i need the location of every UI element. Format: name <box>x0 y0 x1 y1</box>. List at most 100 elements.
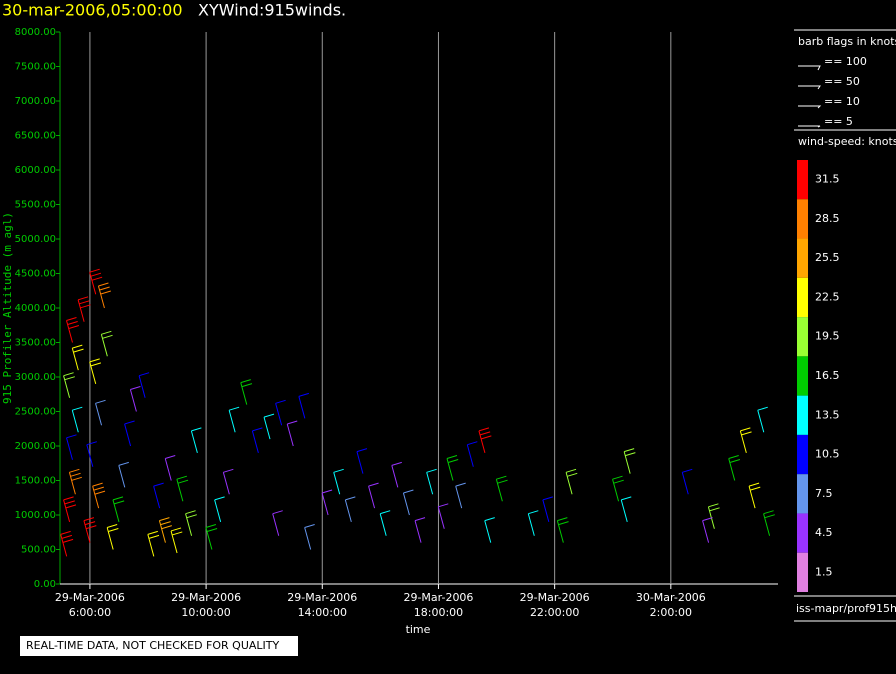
colorbar-label: 19.5 <box>815 330 840 343</box>
wind-barb <box>240 379 253 405</box>
barb-legend-symbol <box>798 65 821 71</box>
wind-barb <box>321 489 333 516</box>
wind-barb <box>466 441 478 467</box>
wind-barb <box>68 468 82 495</box>
wind-barb <box>92 482 106 509</box>
wind-barb <box>402 489 414 516</box>
wind-barb <box>368 482 379 509</box>
wind-barb <box>89 358 102 385</box>
wind-barb <box>176 475 189 502</box>
colorbar-label: 25.5 <box>815 251 840 264</box>
wind-barb <box>446 455 459 481</box>
x-tick-date: 30-Mar-2006 <box>636 591 706 604</box>
wind-barb <box>707 503 720 529</box>
y-tick-label: 6000.00 <box>15 165 56 176</box>
wind-barb <box>739 427 752 454</box>
wind-barb <box>66 434 77 460</box>
colorbar-swatch <box>797 474 808 514</box>
x-tick-date: 29-Mar-2006 <box>520 591 590 604</box>
wind-barb <box>118 461 129 488</box>
wind-barb <box>298 392 309 419</box>
wind-barb <box>71 344 84 371</box>
wind-barb <box>391 461 402 488</box>
source-label: iss-mapr/prof915h <box>796 602 896 615</box>
colorbar-swatch <box>797 434 808 475</box>
y-tick-label: 7500.00 <box>15 62 56 73</box>
barb-legend-label: == 100 <box>824 55 867 68</box>
wind-barb <box>164 455 176 481</box>
wind-barb <box>106 524 119 550</box>
wind-barb <box>153 482 164 509</box>
wind-barb <box>414 517 426 543</box>
barb-legend-symbol <box>798 85 821 90</box>
wind-barb <box>379 510 391 536</box>
x-tick-date: 29-Mar-2006 <box>171 591 241 604</box>
wind-barb <box>63 372 75 398</box>
colorbar-swatch <box>797 238 808 278</box>
wind-barb <box>158 517 172 543</box>
colorbar-swatch <box>797 513 808 553</box>
colorbar-swatch <box>797 317 808 357</box>
x-tick-label: 6:00:00 <box>69 606 111 619</box>
barb-legend-symbol <box>798 105 822 109</box>
wind-barb <box>484 517 495 543</box>
wind-barb <box>214 496 225 523</box>
colorbar-label: 7.5 <box>815 487 833 500</box>
wind-barb <box>138 372 150 398</box>
barb-legend-title: barb flags in knots <box>798 35 896 48</box>
y-tick-label: 5500.00 <box>15 200 56 211</box>
colorbar-label: 31.5 <box>815 173 840 186</box>
wind-barb <box>748 482 761 509</box>
y-tick-label: 1000.00 <box>15 510 56 521</box>
wind-barb <box>763 510 775 536</box>
wind-barb <box>95 399 106 426</box>
wind-barb <box>272 510 283 536</box>
x-tick-label: 14:00:00 <box>298 606 347 619</box>
wind-barb <box>542 496 553 523</box>
y-tick-label: 2000.00 <box>15 441 56 452</box>
x-tick-label: 18:00:00 <box>414 606 463 619</box>
wind-barb <box>286 420 298 447</box>
notice-box <box>20 636 298 656</box>
y-tick-label: 8000.00 <box>15 27 56 38</box>
chart-subtitle: XYWind:915winds. <box>198 1 346 20</box>
wind-barb <box>344 496 356 523</box>
wind-barb <box>251 427 263 454</box>
wind-barb <box>129 386 141 412</box>
y-tick-label: 4500.00 <box>15 269 56 280</box>
wind-barb <box>89 268 103 295</box>
wind-barb <box>455 482 466 509</box>
y-tick-label: 500.00 <box>21 545 56 556</box>
wind-barb <box>263 413 275 440</box>
wind-barb <box>222 468 234 495</box>
barb-legend-symbol <box>798 125 821 128</box>
wind-barb <box>620 496 632 523</box>
wind-barb <box>86 441 97 467</box>
wind-barb <box>565 468 578 495</box>
y-tick-label: 2500.00 <box>15 407 56 418</box>
y-tick-label: 1500.00 <box>15 476 56 487</box>
colorbar-swatch <box>797 395 808 435</box>
wind-barb <box>147 530 160 557</box>
wind-barb <box>97 282 111 309</box>
y-tick-label: 0.00 <box>34 579 56 590</box>
wind-barb <box>702 517 713 543</box>
wind-barb <box>66 317 80 343</box>
barb-legend-label: == 50 <box>824 75 860 88</box>
wind-barb <box>205 524 218 550</box>
colorbar-swatch <box>797 277 808 318</box>
x-tick-date: 29-Mar-2006 <box>287 591 357 604</box>
colorbar-title: wind-speed: knots <box>798 135 896 148</box>
wind-barb <box>527 510 539 536</box>
wind-barb <box>275 399 286 426</box>
x-tick-date: 29-Mar-2006 <box>55 591 125 604</box>
y-tick-label: 7000.00 <box>15 96 56 107</box>
wind-barb <box>170 527 183 554</box>
wind-barb <box>495 475 508 502</box>
x-tick-label: 22:00:00 <box>530 606 579 619</box>
wind-barb <box>426 468 437 495</box>
wind-barb <box>71 406 83 433</box>
colorbar-swatch <box>797 199 808 239</box>
y-tick-label: 4000.00 <box>15 303 56 314</box>
